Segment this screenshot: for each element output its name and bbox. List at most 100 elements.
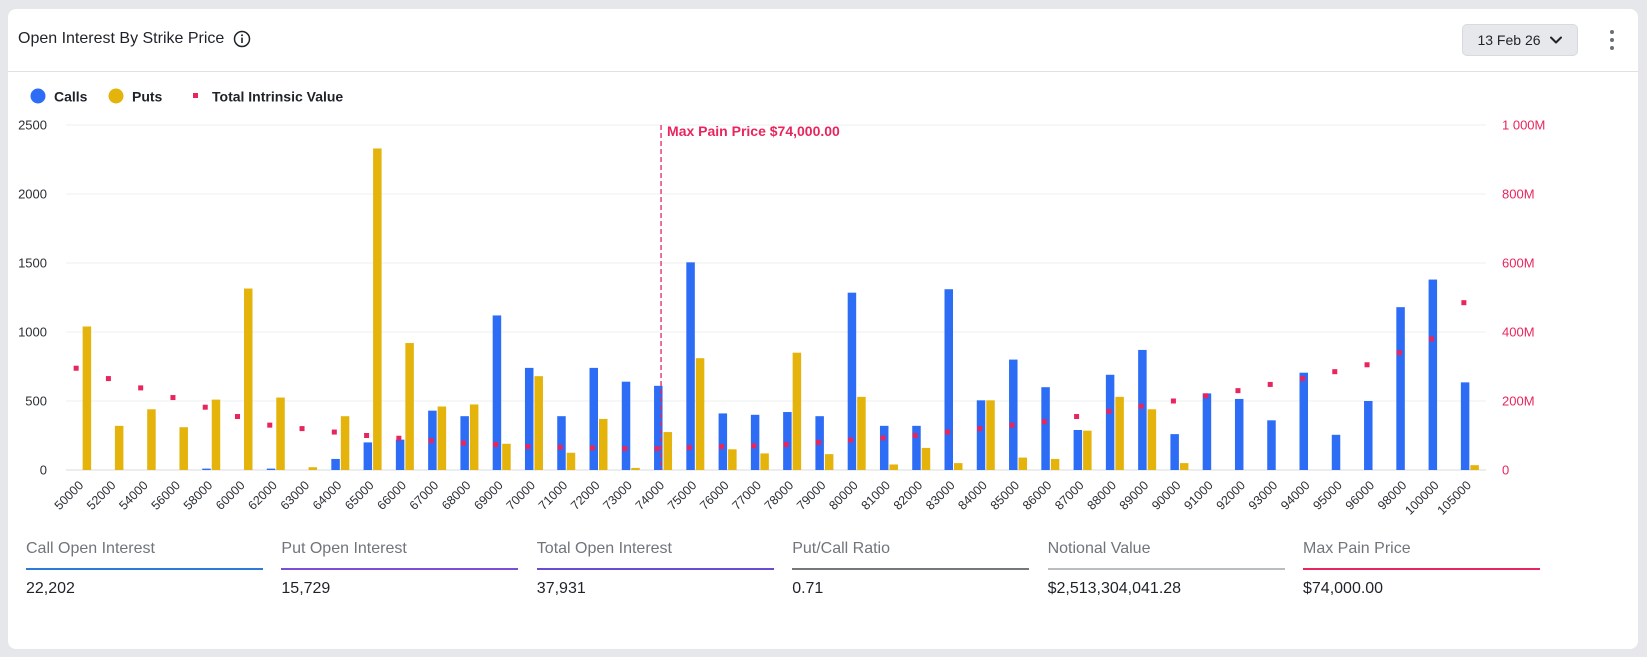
x-tick-label: 81000 <box>859 478 894 513</box>
put-bar <box>631 467 640 470</box>
call-bar <box>718 413 728 470</box>
stat-underline <box>1047 568 1285 570</box>
put-bar <box>1147 409 1157 470</box>
intrinsic-value-point <box>1267 381 1273 387</box>
x-tick-label: 79000 <box>794 478 829 513</box>
intrinsic-value-point <box>1461 300 1467 306</box>
intrinsic-value-point <box>73 365 79 371</box>
stat-value: 0.71 <box>792 580 824 597</box>
intrinsic-value-point <box>977 426 983 432</box>
call-bar <box>524 367 534 470</box>
intrinsic-value-point <box>1138 403 1144 409</box>
call-bar <box>750 414 760 470</box>
intrinsic-value-point <box>783 441 789 447</box>
put-bar <box>1115 396 1124 470</box>
date-label: 13 Feb 26 <box>1477 32 1541 48</box>
date-select-button[interactable]: 13 Feb 26 <box>1462 24 1578 56</box>
put-bar <box>437 406 447 470</box>
intrinsic-value-point <box>267 422 273 428</box>
call-bar <box>1073 429 1083 470</box>
x-tick-label: 66000 <box>375 478 410 513</box>
x-tick-label: 89000 <box>1117 478 1152 513</box>
call-bar <box>1105 374 1115 470</box>
call-bar <box>589 367 598 470</box>
legend-item: Total Intrinsic Value <box>193 89 343 105</box>
y-left-tick-label: 2500 <box>18 118 47 133</box>
card-header: Open Interest By Strike Price 13 Feb 26 <box>8 9 1638 72</box>
stat-item: Put/Call Ratio 0.71 <box>792 540 1030 598</box>
y-left-tick-label: 1000 <box>18 325 47 340</box>
call-bar <box>1041 387 1050 470</box>
put-bar <box>921 447 931 470</box>
call-bar <box>944 289 953 470</box>
stat-value: $74,000.00 <box>1303 580 1384 597</box>
put-bar <box>502 443 511 470</box>
intrinsic-value-point <box>1396 350 1402 356</box>
intrinsic-value-point <box>364 433 370 438</box>
legend-item: Puts <box>108 88 163 105</box>
intrinsic-value-point <box>557 444 563 450</box>
x-tick-label: 80000 <box>826 478 861 513</box>
x-tick-label: 56000 <box>149 478 184 513</box>
stat-underline <box>1303 568 1540 570</box>
x-tick-label: 77000 <box>730 478 765 513</box>
y-left-tick-label: 0 <box>40 463 47 478</box>
x-tick-label: 72000 <box>568 478 603 513</box>
put-bar <box>147 409 156 470</box>
intrinsic-value-point <box>299 426 305 432</box>
intrinsic-value-point <box>686 445 692 451</box>
x-tick-label: 85000 <box>988 478 1023 513</box>
x-tick-label: 83000 <box>923 478 958 513</box>
put-bar <box>1083 430 1092 470</box>
x-tick-label: 58000 <box>181 478 216 513</box>
x-tick-label: 82000 <box>891 478 926 513</box>
put-bar <box>340 416 350 470</box>
open-interest-card: Open Interest By Strike Price 13 Feb 26 … <box>8 9 1638 649</box>
x-tick-label: 90000 <box>1149 478 1184 513</box>
y-right-tick-label: 600M <box>1502 256 1535 271</box>
put-bar <box>179 427 188 470</box>
x-tick-label: 100000 <box>1402 478 1441 517</box>
intrinsic-value-point <box>105 376 111 382</box>
stat-label: Put/Call Ratio <box>792 540 891 557</box>
call-bar <box>879 425 889 470</box>
stat-underline <box>26 568 263 570</box>
put-bar <box>244 288 253 470</box>
put-bar <box>308 467 318 470</box>
put-bar <box>728 449 737 470</box>
x-tick-label: 87000 <box>1052 478 1087 513</box>
call-bar <box>686 262 695 470</box>
stat-item: Put Open Interest 15,729 <box>281 540 519 598</box>
call-bar <box>654 385 663 470</box>
call-bar <box>976 400 986 470</box>
intrinsic-value-point <box>1300 376 1305 382</box>
more-options-icon[interactable] <box>1604 28 1620 52</box>
y-left-tick-label: 2000 <box>18 187 47 202</box>
stat-item: Notional Value $2,513,304,041.28 <box>1047 540 1285 598</box>
stat-item: Max Pain Price $74,000.00 <box>1303 540 1540 598</box>
x-tick-label: 73000 <box>600 478 635 513</box>
x-tick-label: 94000 <box>1278 478 1313 513</box>
call-bar <box>363 442 373 470</box>
x-tick-label: 93000 <box>1246 478 1281 513</box>
intrinsic-value-point <box>460 440 466 446</box>
put-bar <box>114 425 124 470</box>
intrinsic-value-point <box>719 444 725 450</box>
call-bar <box>1202 393 1212 470</box>
chevron-down-icon <box>1549 36 1562 44</box>
x-tick-label: 60000 <box>213 478 248 513</box>
y-right-tick-label: 0 <box>1502 463 1509 478</box>
x-tick-label: 70000 <box>504 478 539 513</box>
x-tick-label: 96000 <box>1343 478 1378 513</box>
call-bar <box>492 315 502 470</box>
intrinsic-value-point <box>815 439 821 445</box>
put-bar <box>534 376 543 470</box>
call-bar <box>1138 349 1147 470</box>
intrinsic-value-point <box>751 443 757 449</box>
legend-label: Calls <box>54 89 88 105</box>
intrinsic-value-point <box>331 429 337 435</box>
intrinsic-value-point <box>396 435 402 441</box>
y-left-tick-label: 500 <box>25 394 47 409</box>
info-icon[interactable] <box>233 30 251 48</box>
call-bar <box>1428 279 1438 470</box>
